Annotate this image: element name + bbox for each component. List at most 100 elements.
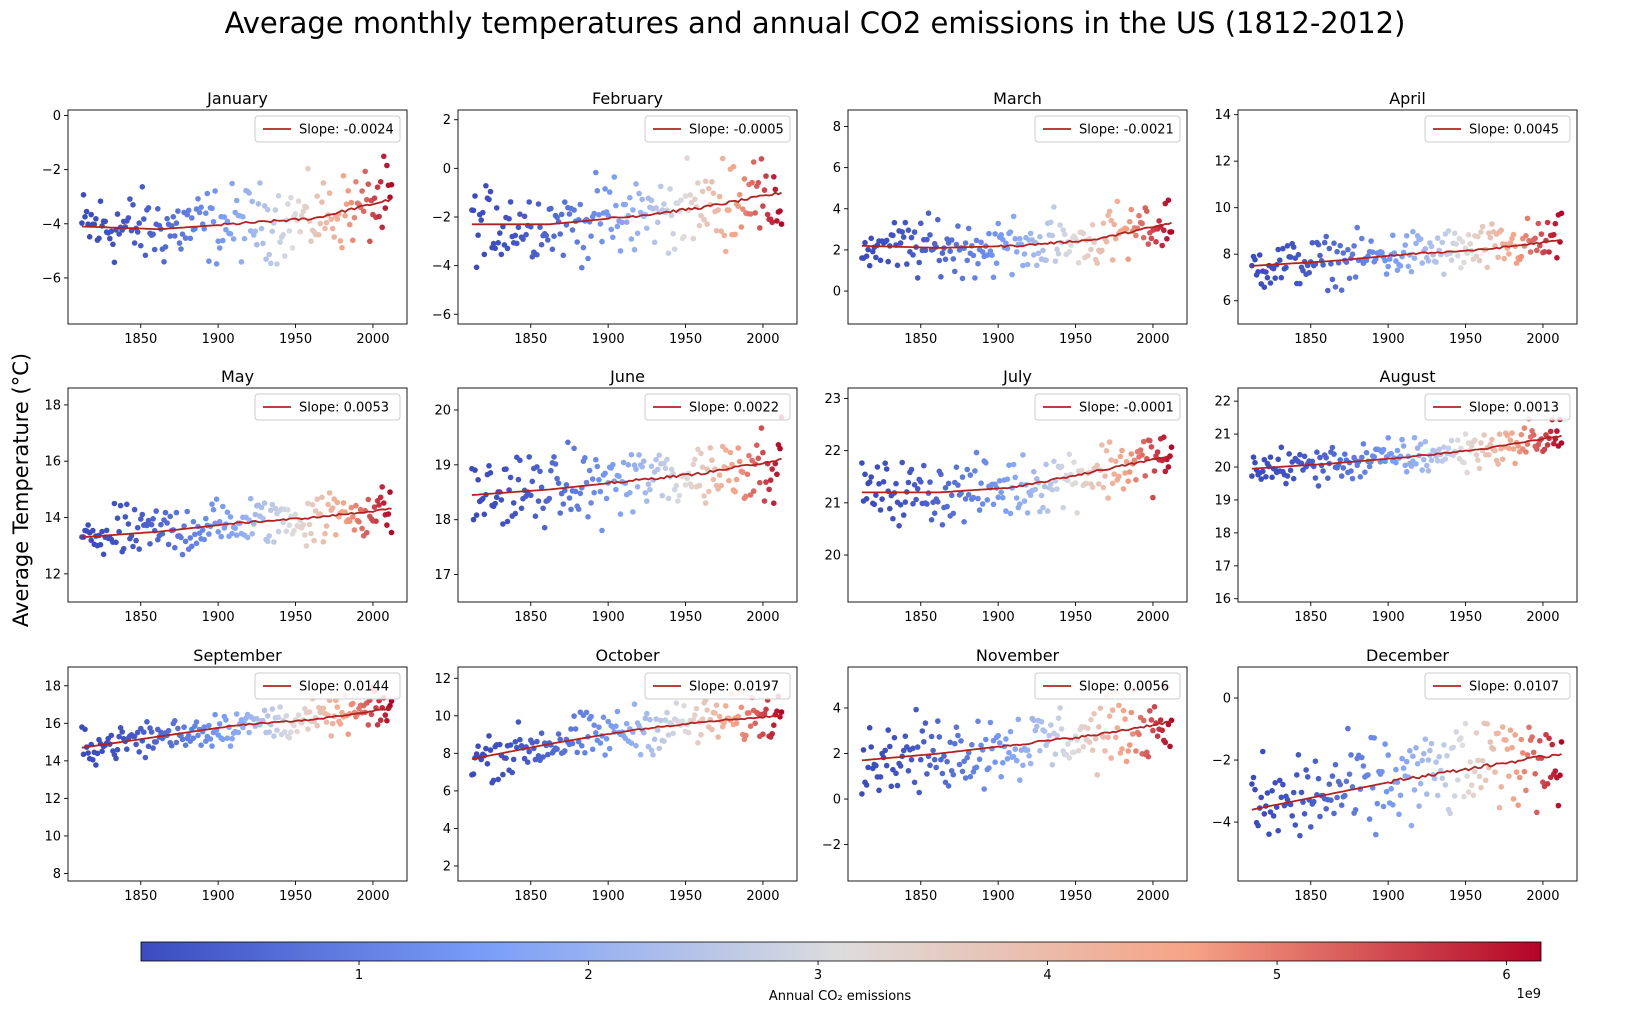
data-point	[286, 228, 293, 234]
data-point	[1013, 495, 1020, 501]
data-point	[1015, 716, 1022, 723]
data-point	[574, 239, 580, 245]
data-point	[1529, 734, 1535, 740]
data-point	[500, 521, 506, 527]
data-point	[1552, 768, 1559, 774]
data-point	[232, 525, 238, 531]
data-point	[1523, 449, 1529, 455]
panel-title: April	[1389, 89, 1426, 108]
data-point	[1417, 441, 1424, 448]
data-point	[1421, 750, 1427, 757]
data-point	[1133, 232, 1139, 239]
data-point	[1284, 473, 1291, 479]
data-point	[902, 219, 909, 226]
data-point	[493, 494, 500, 501]
data-point	[1309, 458, 1316, 465]
data-point	[204, 190, 211, 197]
data-point	[583, 709, 590, 716]
data-point	[924, 236, 930, 243]
data-point	[733, 476, 740, 483]
data-point	[1128, 451, 1135, 457]
data-point	[630, 207, 636, 213]
data-point	[981, 786, 987, 792]
data-point	[719, 155, 726, 162]
data-point	[554, 475, 560, 482]
data-point	[637, 751, 644, 758]
data-point	[565, 439, 571, 446]
data-point	[91, 221, 98, 228]
data-point	[1345, 725, 1351, 732]
data-point	[480, 495, 486, 502]
colorbar-scale-label: 1e9	[1516, 987, 1541, 1002]
data-point	[774, 708, 780, 714]
panel-points	[859, 434, 1175, 529]
data-point	[973, 449, 980, 456]
data-point	[342, 212, 348, 219]
data-point	[1461, 459, 1467, 466]
data-point	[1394, 267, 1401, 274]
data-point	[1308, 824, 1314, 830]
y-tick-label: 16	[1214, 592, 1231, 607]
data-point	[894, 262, 901, 269]
data-point	[275, 714, 282, 721]
data-point	[495, 240, 502, 246]
data-point	[984, 497, 991, 503]
data-point	[1066, 451, 1073, 458]
data-point	[619, 219, 625, 226]
data-point	[1506, 251, 1512, 257]
data-point	[899, 229, 905, 235]
data-point	[1156, 218, 1162, 224]
data-point	[492, 245, 499, 252]
data-point	[1541, 446, 1548, 453]
data-point	[272, 505, 279, 512]
data-point	[1165, 464, 1172, 470]
data-point	[752, 210, 758, 216]
data-point	[503, 466, 509, 472]
data-point	[975, 718, 981, 725]
panel-background	[848, 110, 1187, 324]
data-point	[882, 747, 888, 754]
data-point	[1472, 437, 1478, 443]
data-point	[504, 518, 511, 525]
colorbar-tick-label: 2	[584, 968, 592, 983]
data-point	[1004, 476, 1011, 483]
data-point	[173, 739, 180, 746]
data-point	[1403, 758, 1410, 765]
data-point	[740, 206, 746, 212]
data-point	[497, 741, 503, 748]
data-point	[904, 261, 910, 267]
data-point	[285, 507, 291, 513]
data-point	[1526, 724, 1532, 731]
data-point	[1496, 804, 1503, 811]
data-point	[1065, 741, 1071, 747]
x-tick-label: 1950	[669, 332, 702, 347]
data-point	[233, 711, 240, 717]
data-point	[1397, 263, 1404, 269]
data-point	[351, 527, 358, 533]
data-point	[698, 212, 704, 219]
data-point	[1094, 772, 1100, 778]
y-tick-label: 14	[44, 754, 61, 769]
data-point	[272, 207, 279, 213]
data-point	[868, 744, 874, 750]
data-point	[364, 529, 370, 536]
data-point	[1266, 831, 1272, 837]
y-tick-label: 4	[833, 701, 841, 716]
colorbar-tick-label: 3	[814, 968, 822, 983]
data-point	[1037, 508, 1043, 515]
data-point	[1137, 447, 1144, 453]
data-point	[645, 481, 652, 488]
data-point	[1120, 486, 1127, 492]
data-point	[642, 490, 649, 496]
data-point	[286, 735, 293, 741]
data-point	[148, 729, 155, 735]
data-point	[1080, 230, 1087, 237]
data-point	[1037, 748, 1043, 754]
data-point	[1312, 758, 1319, 764]
data-point	[1338, 287, 1345, 294]
data-point	[648, 197, 655, 204]
data-point	[1031, 717, 1037, 724]
panel-background	[848, 388, 1187, 602]
data-point	[1425, 757, 1432, 763]
data-point	[557, 736, 563, 743]
